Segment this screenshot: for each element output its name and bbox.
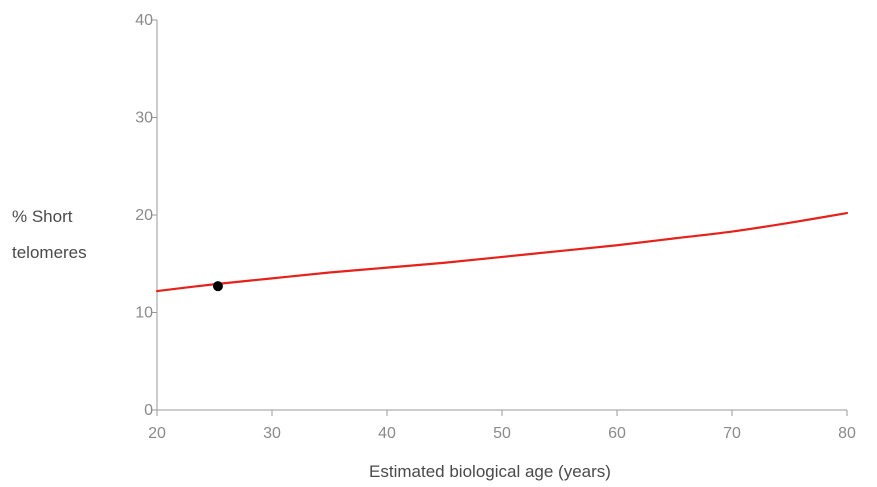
x-tick-label: 70 [723, 425, 741, 442]
x-tick-label: 40 [378, 425, 396, 442]
x-axis-title: Estimated biological age (years) [369, 462, 611, 481]
y-axis-title-line-1: % Short [12, 207, 73, 226]
x-tick-label: 60 [608, 425, 626, 442]
y-tick-label: 20 [135, 207, 153, 224]
y-tick-label: 30 [135, 110, 153, 127]
x-tick-label: 20 [148, 425, 166, 442]
series-line-0 [155, 211, 849, 293]
data-point-0 [212, 281, 223, 292]
x-tick-label: 80 [838, 425, 856, 442]
x-axis-ticks: 20 30 40 50 60 70 80 [148, 410, 856, 442]
series-group [155, 211, 849, 293]
y-tick-label: 40 [135, 12, 153, 29]
y-axis-ticks: 0 10 20 30 40 [135, 12, 157, 419]
axes [156, 20, 847, 411]
y-axis-title-line-2: telomeres [12, 243, 87, 262]
x-tick-label: 30 [263, 425, 281, 442]
marker-group [212, 281, 223, 292]
y-tick-label: 10 [135, 305, 153, 322]
y-tick-label: 0 [144, 402, 153, 419]
x-tick-label: 50 [493, 425, 511, 442]
